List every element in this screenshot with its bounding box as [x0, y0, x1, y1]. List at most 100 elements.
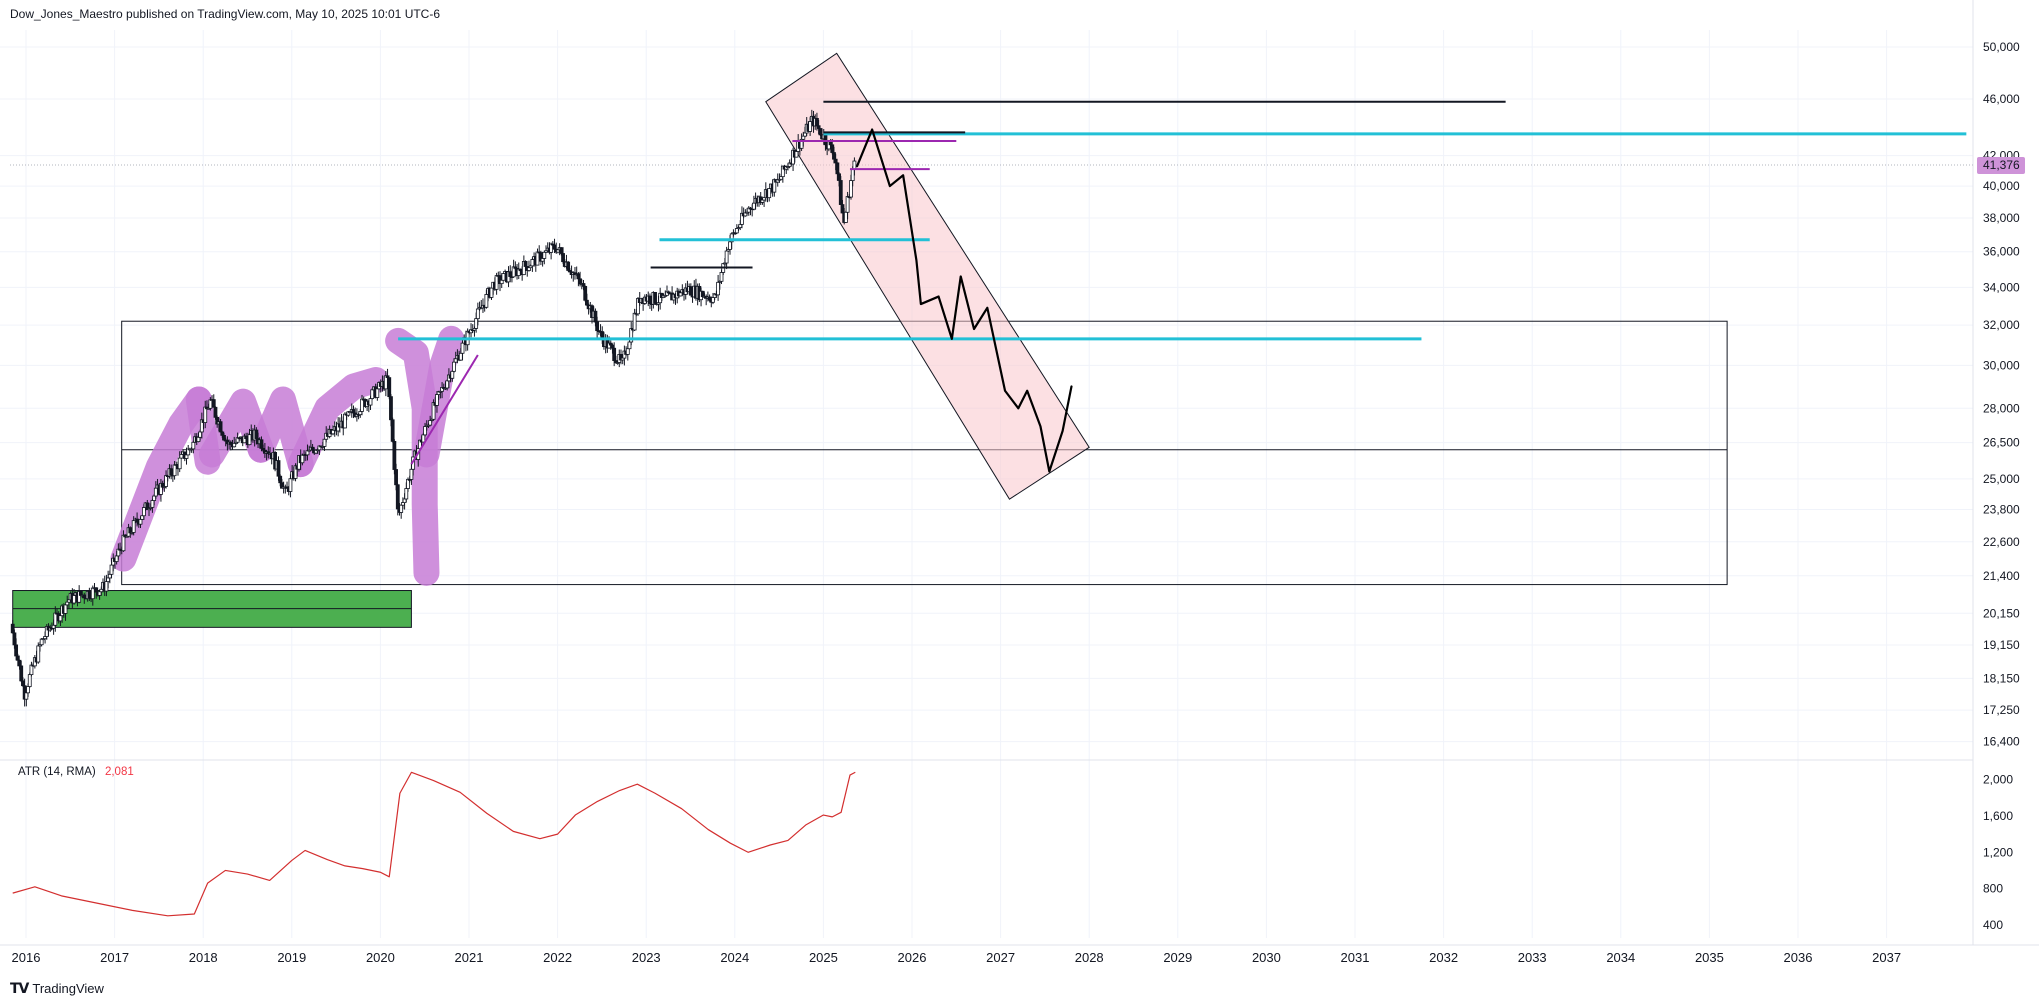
time-tick-label: 2032: [1429, 950, 1458, 965]
candle-body: [474, 318, 479, 329]
candle-body: [72, 595, 76, 604]
candle-body: [390, 419, 395, 442]
candle-body: [392, 440, 397, 470]
price-tick-label: 20,150: [1983, 606, 2020, 620]
candle-body: [593, 310, 598, 323]
time-tick-label: 2033: [1518, 950, 1547, 965]
candle-body: [121, 534, 126, 552]
tradingview-brand: TradingView: [32, 981, 104, 996]
candle-body: [583, 285, 588, 301]
candle-body: [530, 259, 535, 267]
candle-body: [63, 604, 68, 614]
time-tick-label: 2024: [720, 950, 749, 965]
atr-legend[interactable]: ATR (14, RMA) 2,081: [18, 766, 134, 778]
candle-body: [450, 370, 455, 379]
time-tick-label: 2030: [1252, 950, 1281, 965]
candle-body: [276, 460, 281, 477]
atr-pane: [12, 771, 856, 917]
tradingview-logo[interactable]: 𝗧𝗩 TradingView: [10, 980, 104, 997]
candle-body: [358, 410, 363, 416]
axes-layer[interactable]: 50,00046,00042,00040,00038,00036,00034,0…: [12, 40, 2025, 965]
candle-body: [208, 399, 213, 409]
candle-body: [423, 426, 427, 436]
time-tick-label: 2029: [1163, 950, 1192, 965]
price-tick-label: 22,600: [1983, 535, 2020, 549]
candle-body: [247, 434, 252, 446]
candle-body: [527, 267, 531, 271]
candle-body: [21, 680, 25, 687]
candle-body: [445, 380, 450, 389]
price-tick-label: 34,000: [1983, 280, 2020, 294]
candle-body: [734, 228, 739, 234]
time-tick-label: 2023: [632, 950, 661, 965]
candle-body: [711, 297, 715, 303]
candle-body: [153, 487, 158, 497]
candle-body: [751, 202, 756, 210]
candle-body: [716, 281, 721, 296]
candle-body: [106, 577, 111, 582]
current-price-label: 41,376: [1983, 158, 2020, 172]
publisher-header: Dow_Jones_Maestro published on TradingVi…: [10, 7, 441, 21]
candle-body: [561, 253, 565, 263]
candle-body: [135, 518, 139, 523]
candle-body: [387, 377, 392, 398]
candle-body: [610, 344, 615, 349]
candle-body: [402, 498, 407, 503]
candle-body: [849, 180, 853, 198]
price-tick-label: 50,000: [1983, 40, 2020, 54]
candle-body: [142, 507, 146, 517]
candle-body: [700, 290, 705, 298]
candle-body: [310, 446, 315, 451]
candle-body: [535, 251, 540, 266]
candle-body: [36, 645, 41, 663]
candle-body: [58, 615, 63, 622]
candle-body: [838, 180, 843, 205]
candle-body: [484, 294, 489, 308]
candle-body: [453, 358, 458, 363]
price-tick-label: 46,000: [1983, 92, 2020, 106]
price-tick-label: 32,000: [1983, 318, 2020, 332]
candle-body: [259, 439, 264, 449]
candle-body: [27, 674, 32, 687]
atr-tick-label: 400: [1983, 918, 2003, 932]
candle-body: [816, 125, 821, 129]
candles-layer: [10, 109, 857, 707]
candle-body: [435, 394, 439, 406]
candle-body: [26, 686, 30, 694]
candle-body: [368, 398, 373, 406]
candle-body: [452, 361, 456, 372]
candle-body: [104, 581, 109, 592]
candle-body: [179, 453, 184, 459]
candle-body: [818, 128, 823, 136]
candle-body: [140, 515, 145, 520]
price-tick-label: 19,150: [1983, 638, 2020, 652]
candle-body: [653, 292, 657, 304]
purple-trendline[interactable]: [410, 354, 479, 465]
drawings-layer[interactable]: [398, 100, 1967, 473]
candle-body: [198, 431, 203, 438]
candle-body: [131, 520, 136, 533]
candle-body: [581, 283, 586, 287]
candle-body: [288, 478, 293, 492]
candle-body: [840, 204, 845, 214]
candle-body: [191, 441, 196, 450]
candle-body: [51, 624, 56, 629]
candle-body: [177, 457, 182, 470]
current-price-badge[interactable]: [1977, 157, 2025, 175]
candle-body: [494, 275, 499, 290]
time-tick-label: 2037: [1872, 950, 1901, 965]
candle-body: [395, 484, 400, 510]
candle-body: [107, 573, 112, 579]
time-tick-label: 2017: [100, 950, 129, 965]
candle-body: [278, 475, 283, 484]
candle-body: [458, 352, 463, 361]
candle-body: [552, 244, 557, 250]
candle-body: [114, 555, 119, 562]
projection-path[interactable]: [855, 128, 1073, 473]
atr-series-line: [12, 771, 856, 917]
atr-legend-value: 2,081: [104, 766, 134, 778]
price-tick-label: 38,000: [1983, 211, 2020, 225]
time-tick-label: 2028: [1075, 950, 1104, 965]
atr-tick-label: 1,200: [1983, 845, 2013, 859]
